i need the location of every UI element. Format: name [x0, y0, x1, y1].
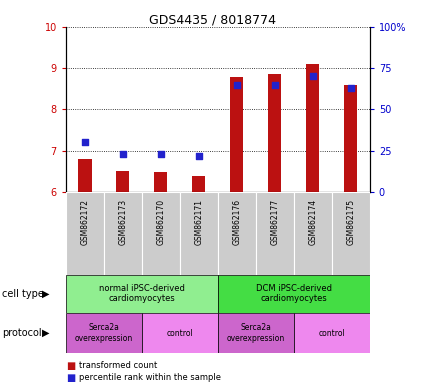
Text: GSM862171: GSM862171: [194, 199, 203, 245]
Bar: [154, 172, 167, 192]
Text: control: control: [318, 329, 345, 338]
Bar: [116, 171, 130, 192]
Point: [233, 82, 240, 88]
Bar: [306, 64, 320, 192]
Text: ▶: ▶: [42, 328, 49, 338]
Text: GSM862177: GSM862177: [270, 199, 279, 245]
Bar: [66, 192, 104, 275]
Bar: [66, 275, 218, 313]
Point: [196, 152, 202, 159]
Bar: [344, 85, 357, 192]
Bar: [268, 74, 281, 192]
Bar: [294, 192, 332, 275]
Bar: [332, 192, 370, 275]
Text: GSM862174: GSM862174: [308, 199, 317, 245]
Point: [272, 82, 278, 88]
Text: ▶: ▶: [42, 289, 49, 299]
Bar: [218, 192, 256, 275]
Text: percentile rank within the sample: percentile rank within the sample: [79, 373, 221, 382]
Bar: [180, 192, 218, 275]
Point: [82, 139, 88, 146]
Text: GSM862170: GSM862170: [156, 199, 165, 245]
Bar: [142, 313, 218, 353]
Text: GSM862176: GSM862176: [232, 199, 241, 245]
Point: [119, 151, 126, 157]
Text: ■: ■: [66, 373, 75, 383]
Bar: [104, 192, 142, 275]
Text: Serca2a
overexpression: Serca2a overexpression: [75, 323, 133, 343]
Bar: [218, 313, 294, 353]
Bar: [78, 159, 91, 192]
Point: [157, 151, 164, 157]
Bar: [192, 176, 205, 192]
Text: transformed count: transformed count: [79, 361, 157, 370]
Bar: [230, 77, 244, 192]
Text: control: control: [167, 329, 193, 338]
Text: GSM862173: GSM862173: [118, 199, 127, 245]
Text: protocol: protocol: [2, 328, 42, 338]
Point: [309, 73, 316, 79]
Bar: [66, 313, 142, 353]
Text: cell type: cell type: [2, 289, 44, 299]
Text: Serca2a
overexpression: Serca2a overexpression: [227, 323, 285, 343]
Bar: [218, 275, 370, 313]
Text: GSM862172: GSM862172: [80, 199, 89, 245]
Text: GSM862175: GSM862175: [346, 199, 355, 245]
Text: ■: ■: [66, 361, 75, 371]
Text: normal iPSC-derived
cardiomyocytes: normal iPSC-derived cardiomyocytes: [99, 284, 185, 303]
Text: GDS4435 / 8018774: GDS4435 / 8018774: [149, 13, 276, 26]
Point: [347, 85, 354, 91]
Bar: [256, 192, 294, 275]
Text: DCM iPSC-derived
cardiomyocytes: DCM iPSC-derived cardiomyocytes: [256, 284, 332, 303]
Bar: [294, 313, 370, 353]
Bar: [142, 192, 180, 275]
